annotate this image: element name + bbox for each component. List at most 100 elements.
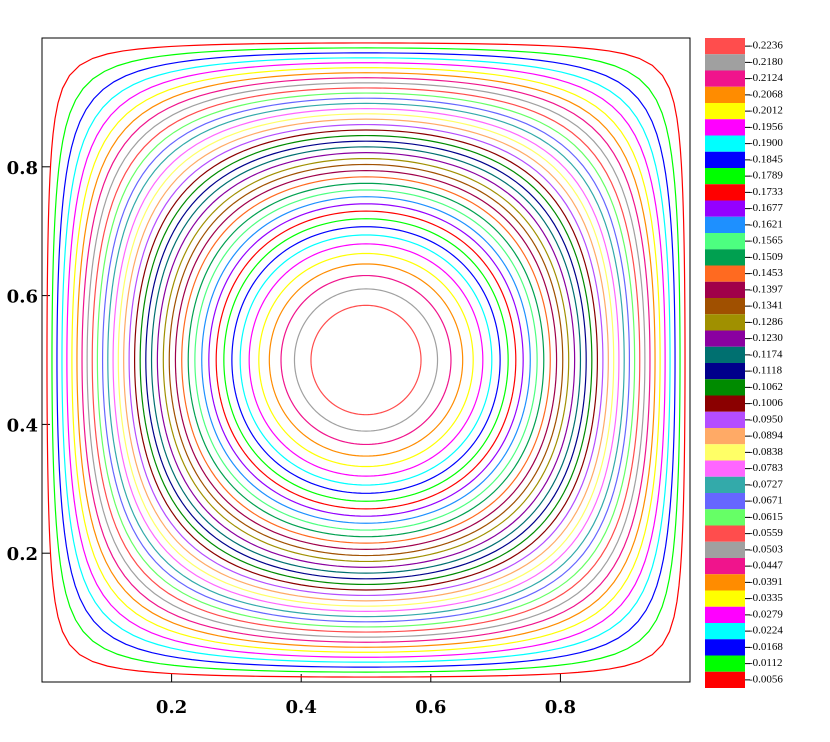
legend-swatch (705, 493, 745, 510)
contour-line (248, 243, 484, 477)
legend-label: -0.0335 (749, 592, 783, 604)
legend-swatch (705, 623, 745, 640)
contour-line (107, 102, 625, 618)
contour-line (117, 113, 615, 607)
legend-label: -0.0894 (749, 430, 783, 442)
legend-label: -0.1509 (749, 251, 783, 263)
legend-label: -0.0838 (749, 446, 783, 458)
legend-label: -0.1230 (749, 332, 783, 344)
contour-line (101, 97, 631, 623)
legend-label: -0.0168 (749, 641, 783, 653)
contour-line (145, 140, 587, 580)
contour-line (268, 263, 464, 457)
legend-swatch (705, 70, 745, 87)
legend-swatch (705, 655, 745, 672)
contour-line (76, 72, 656, 648)
legend-swatch (705, 395, 745, 412)
contour-line (86, 82, 646, 638)
contour-line (310, 304, 422, 416)
x-tick-label: 0.2 (156, 697, 187, 718)
legend-label: -0.1733 (749, 186, 783, 198)
contour-line (61, 57, 671, 663)
contour-line (231, 226, 501, 494)
legend-label: -0.1845 (749, 153, 783, 165)
contour-line (123, 118, 609, 602)
legend-label: -0.0503 (749, 543, 783, 555)
contour-line (162, 157, 570, 563)
legend-label: -0.2124 (749, 72, 783, 84)
legend-swatch (705, 590, 745, 607)
contour-line (239, 234, 493, 486)
legend-swatch (705, 103, 745, 120)
legend-label: -0.0447 (749, 560, 783, 572)
legend-swatch (705, 233, 745, 250)
legend-swatch (705, 476, 745, 493)
legend-label: -0.1006 (749, 397, 783, 409)
legend-label: -0.0559 (749, 527, 783, 539)
contour-line (168, 163, 564, 557)
contour-line (133, 129, 599, 591)
legend-swatch (705, 249, 745, 266)
x-tick-label: 0.8 (545, 697, 576, 718)
legend-swatch (705, 314, 745, 331)
legend-swatch (705, 265, 745, 282)
contour-line (215, 210, 517, 510)
legend-label: -0.2012 (749, 105, 783, 117)
legend-label: -0.2068 (749, 88, 783, 100)
contour-line (81, 77, 651, 643)
legend-label: -0.1453 (749, 267, 783, 279)
legend-label: -0.2236 (749, 40, 783, 52)
legend-swatch (705, 298, 745, 315)
y-tick-label: 0.2 (7, 544, 38, 565)
legend-label: -0.0056 (749, 673, 783, 685)
legend-swatch (705, 151, 745, 168)
legend-swatch (705, 509, 745, 526)
legend-swatch (705, 574, 745, 591)
legend-swatch (705, 411, 745, 428)
legend-swatch (705, 216, 745, 233)
legend-label: -0.0671 (749, 495, 783, 507)
contour-line (112, 108, 620, 612)
contour-line (181, 176, 551, 544)
plot-frame (41, 37, 691, 683)
legend-swatch (705, 525, 745, 542)
legend-label: -0.0950 (749, 413, 783, 425)
contour-line (91, 87, 641, 633)
legend-label: -0.0391 (749, 576, 783, 588)
legend-label: -0.1341 (749, 300, 783, 312)
contour-line (128, 123, 604, 597)
y-tick-label: 0.4 (7, 415, 38, 436)
legend-swatch (705, 639, 745, 656)
legend-label: -0.1789 (749, 170, 783, 182)
legend-swatch (705, 168, 745, 185)
legend-swatch (705, 135, 745, 152)
legend-swatch (705, 671, 745, 688)
contour-line (51, 47, 681, 673)
y-tick-label: 0.6 (7, 287, 38, 308)
contour-line (71, 67, 661, 653)
legend-swatch (705, 38, 745, 55)
legend-label: -0.0783 (749, 462, 783, 474)
legend-label: -0.1286 (749, 316, 783, 328)
legend-swatch (705, 281, 745, 298)
legend-swatch (705, 460, 745, 477)
contour-line (293, 288, 439, 432)
legend-swatch (705, 379, 745, 396)
contour-line (258, 252, 474, 468)
legend-swatch (705, 541, 745, 558)
x-tick-label: 0.4 (286, 697, 317, 718)
legend-label: -0.1062 (749, 381, 783, 393)
y-tick-label: 0.8 (7, 158, 38, 179)
legend-swatch (705, 558, 745, 575)
contour-line (280, 274, 452, 446)
legend-label: -0.0224 (749, 625, 783, 637)
legend-label: -0.1677 (749, 202, 783, 214)
contour-line (201, 196, 531, 524)
legend-swatch (705, 330, 745, 347)
legend-label: -0.1565 (749, 235, 783, 247)
contour-line (46, 42, 686, 678)
legend-label: -0.0615 (749, 511, 783, 523)
legend-swatch (705, 363, 745, 380)
legend-swatch (705, 184, 745, 201)
